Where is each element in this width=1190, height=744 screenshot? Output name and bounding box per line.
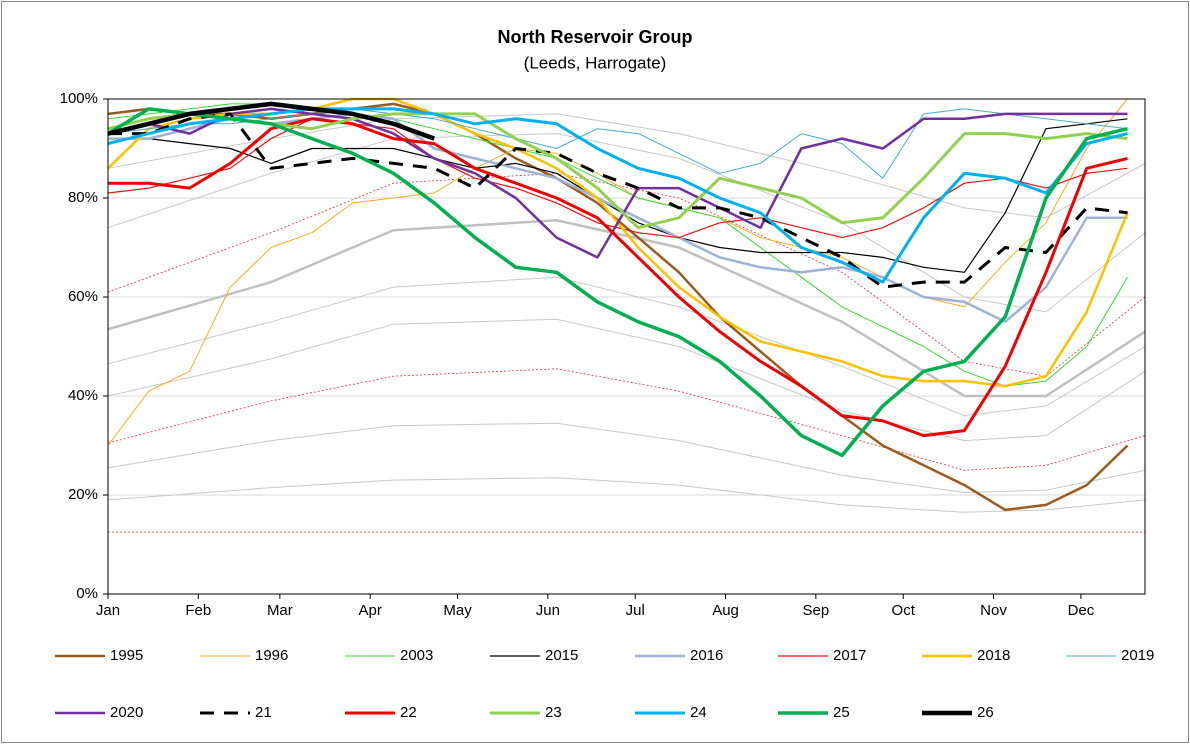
series-line [108,112,1128,289]
reference-line [107,172,1146,377]
series-line [107,108,1128,179]
axes: 0% 20% 40% 60% 80% 100% Jan Feb Mar Apr May Jun Jul A… [60,90,1146,619]
y-tick-label: 100% [60,90,98,107]
plot-lines [107,97,1146,533]
series-line [107,107,1128,458]
reference-line [107,276,1146,417]
legend-label: 2016 [690,647,723,664]
x-tick-label: Aug [712,602,739,619]
x-tick-label: Jul [626,602,645,619]
x-tick-label: Nov [980,602,1007,619]
legend-label: 24 [690,704,707,721]
legend-label: 2020 [110,704,143,721]
reference-line [107,133,1146,313]
legend: 1995 1996 2003 2015 2016 2017 2018 2019 2020 21 22… [55,647,1154,721]
reference-line [107,113,1146,219]
legend-label: 21 [255,704,272,721]
reference-line [107,368,1146,471]
series-line [107,107,1128,259]
y-tick-label: 60% [68,288,98,305]
series-line [107,107,1128,284]
legend-label: 26 [977,704,994,721]
legend-label: 1995 [110,647,143,664]
legend-label: 2015 [545,647,578,664]
series-line [107,101,435,141]
reference-line [107,477,1146,513]
y-tick-label: 20% [68,486,98,503]
reference-line [107,318,1146,442]
x-tick-label: Feb [185,602,211,619]
legend-label: 2018 [977,647,1010,664]
legend-label: 25 [833,704,850,721]
x-tick-label: May [443,602,472,619]
x-tick-label: Mar [267,602,293,619]
legend-label: 2019 [1121,647,1154,664]
x-tick-label: Jun [536,602,560,619]
legend-label: 2003 [400,647,433,664]
plot-frame [107,98,1146,595]
legend-label: 23 [545,704,562,721]
series-line [108,118,1128,273]
chart-subtitle: (Leeds, Harrogate) [524,53,667,72]
reference-line [107,219,1146,398]
legend-label: 2017 [833,647,866,664]
y-tick-label: 0% [76,585,98,602]
legend-label: 1996 [255,647,288,664]
x-tick-label: Jan [96,602,120,619]
series-line [107,98,1128,446]
reference-line [107,422,1146,494]
chart-title: North Reservoir Group [497,27,692,47]
legend-label: 22 [400,704,417,721]
x-tick-label: Apr [358,602,381,619]
y-tick-label: 40% [68,387,98,404]
y-tick-label: 80% [68,189,98,206]
series-line [107,118,1128,239]
x-tick-label: Sep [802,602,829,619]
x-tick-label: Dec [1068,602,1095,619]
x-tick-label: Oct [892,602,916,619]
